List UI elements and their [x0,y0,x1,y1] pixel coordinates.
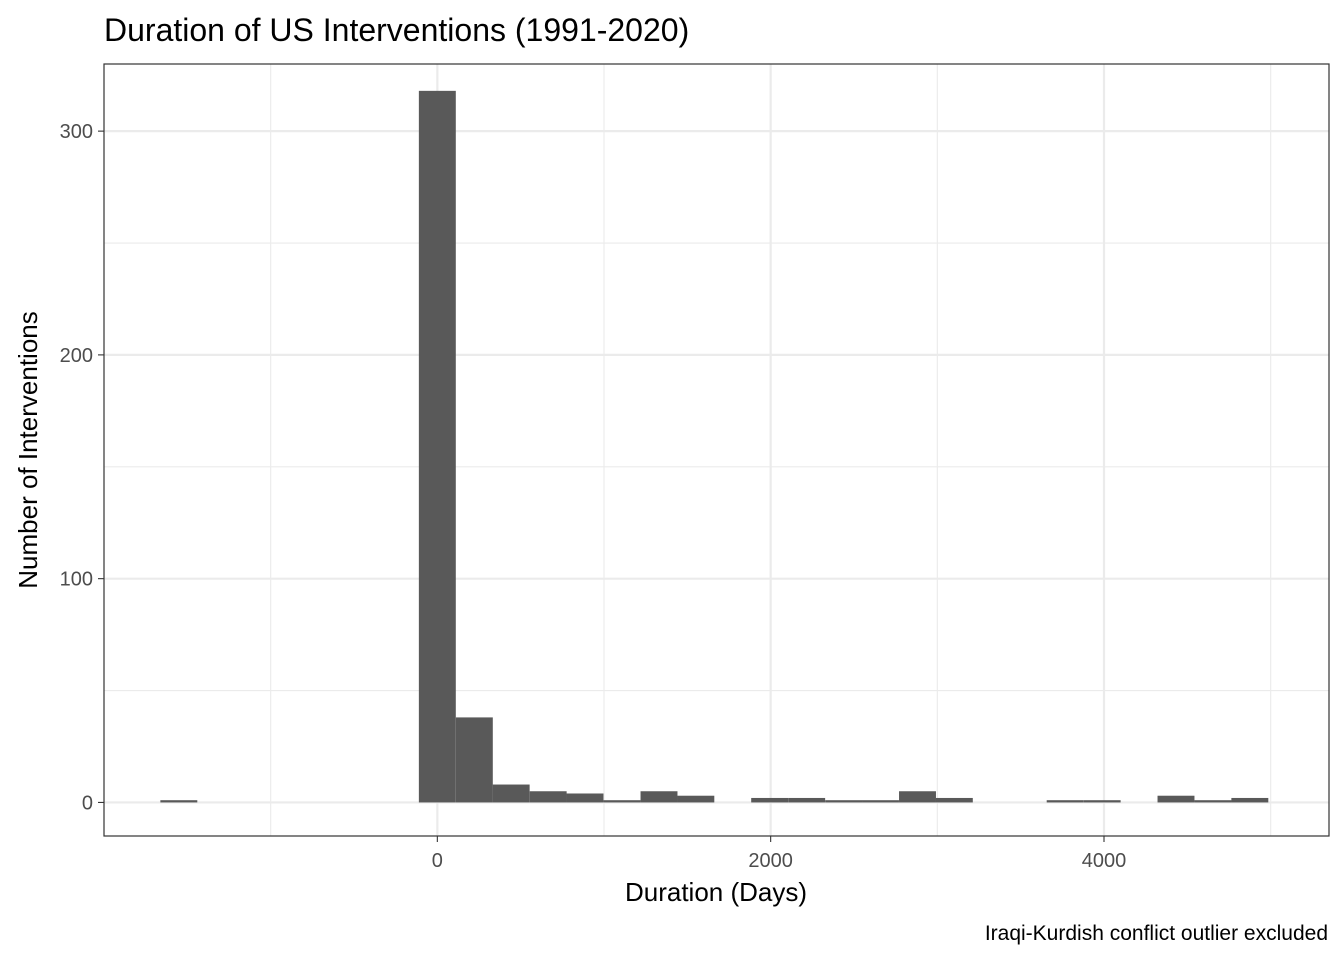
histogram-bars [160,90,1269,803]
plot-panel-border [103,63,1330,837]
y-axis-title: Number of Interventions [13,311,43,588]
histogram-bar [160,800,198,803]
x-tick-label: 2000 [748,850,793,872]
histogram-bar [1083,800,1121,803]
chart-caption: Iraqi-Kurdish conflict outlier excluded [985,922,1328,945]
histogram-bar [935,797,973,803]
histogram-bar [603,800,641,803]
plot-panel [104,64,1329,836]
histogram-bar [455,717,493,803]
y-tick-label: 100 [60,569,93,591]
histogram-bar [862,800,899,803]
histogram-bar [418,90,456,803]
histogram-bar [1194,800,1232,803]
x-tick-label: 0 [432,850,443,872]
histogram-bar [899,791,936,803]
histogram-bar [825,800,863,803]
histogram-bar [492,784,530,803]
histogram-bar [1046,800,1084,803]
y-tick-label: 0 [82,792,93,814]
y-tick-label: 200 [60,345,93,367]
histogram-bar [788,797,826,803]
histogram-bar [751,797,789,803]
histogram-bar [1231,797,1269,803]
y-tick-label: 300 [60,121,93,143]
x-tick-label: 4000 [1082,850,1127,872]
chart-title: Duration of US Interventions (1991-2020) [104,12,689,48]
histogram-bar [566,793,604,803]
histogram-bar [640,791,678,803]
histogram-bar [529,791,567,803]
histogram-bar [677,795,715,803]
axis-ticks: 0 2000 4000 0 100 200 300 [60,121,1127,872]
x-axis-title: Duration (Days) [625,877,807,907]
histogram-bar [1157,795,1195,803]
